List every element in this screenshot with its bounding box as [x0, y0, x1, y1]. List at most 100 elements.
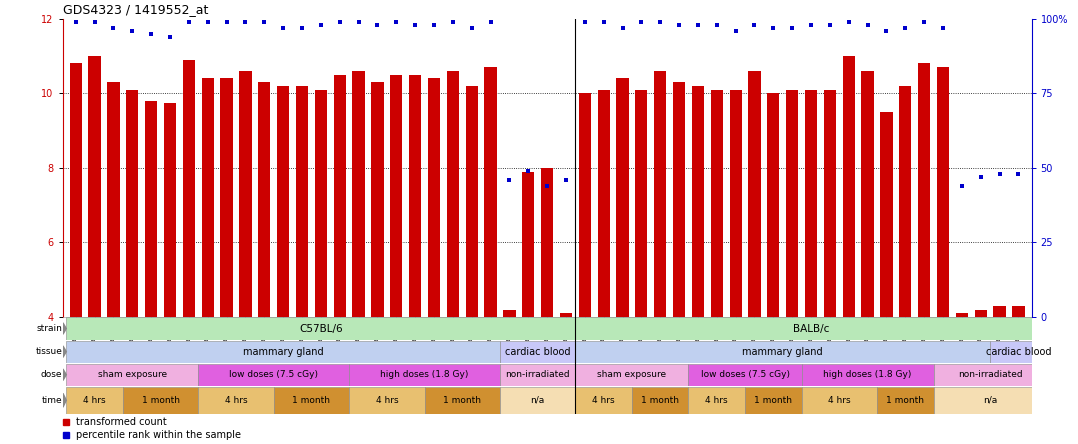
Point [426, 21, 443, 28]
Text: sham exposure: sham exposure [597, 370, 666, 379]
Bar [66, 387, 123, 414]
Bar [522, 171, 535, 317]
Bar [349, 387, 425, 414]
Point [651, 18, 668, 25]
Bar [353, 71, 364, 317]
Point [218, 18, 235, 25]
Text: cardiac blood: cardiac blood [985, 347, 1051, 357]
Point [67, 18, 84, 25]
Point [539, 182, 556, 189]
Text: 1 month: 1 month [641, 396, 679, 405]
Bar [66, 341, 500, 363]
Point [897, 24, 914, 31]
Bar [88, 56, 100, 317]
Text: 4 hrs: 4 hrs [705, 396, 728, 405]
Point [105, 24, 122, 31]
Text: 1 month: 1 month [755, 396, 792, 405]
Polygon shape [63, 369, 66, 381]
Bar [654, 71, 666, 317]
Bar [198, 364, 349, 386]
Bar [500, 364, 576, 386]
Bar [877, 387, 934, 414]
Point [388, 18, 405, 25]
Bar [220, 78, 233, 317]
Text: n/a: n/a [530, 396, 544, 405]
Text: 4 hrs: 4 hrs [828, 396, 851, 405]
Point [613, 24, 631, 31]
Point [331, 18, 348, 25]
Text: non-irradiated: non-irradiated [958, 370, 1022, 379]
Bar [689, 364, 802, 386]
Point [877, 27, 895, 34]
Point [520, 167, 537, 174]
Point [953, 182, 970, 189]
Point [689, 21, 706, 28]
Point [935, 24, 952, 31]
Point [915, 18, 932, 25]
Text: 1 month: 1 month [292, 396, 330, 405]
Text: high doses (1.8 Gy): high doses (1.8 Gy) [824, 370, 912, 379]
Text: 4 hrs: 4 hrs [224, 396, 247, 405]
Point [708, 21, 725, 28]
Point [406, 21, 424, 28]
Text: dose: dose [41, 370, 63, 379]
Bar [198, 387, 274, 414]
Bar [768, 93, 779, 317]
Point [802, 21, 819, 28]
Text: cardiac blood: cardiac blood [505, 347, 570, 357]
Bar [295, 86, 308, 317]
Text: 1 month: 1 month [886, 396, 924, 405]
Bar [576, 341, 991, 363]
Point [1010, 170, 1027, 177]
Bar [934, 364, 1047, 386]
Point [671, 21, 688, 28]
Bar [466, 86, 478, 317]
Point [180, 18, 197, 25]
Polygon shape [63, 393, 66, 407]
Bar [484, 67, 497, 317]
Bar [446, 71, 459, 317]
Bar [881, 112, 893, 317]
Point [840, 18, 857, 25]
Bar [843, 56, 855, 317]
Bar [710, 90, 723, 317]
Bar [66, 317, 576, 340]
Text: percentile rank within the sample: percentile rank within the sample [77, 430, 241, 440]
Point [124, 27, 141, 34]
Bar [576, 387, 632, 414]
Bar [918, 63, 930, 317]
Text: 1 month: 1 month [443, 396, 481, 405]
Bar [70, 63, 82, 317]
Bar [861, 71, 874, 317]
Bar [277, 86, 289, 317]
Bar [576, 364, 689, 386]
Text: time: time [42, 396, 63, 405]
Text: tissue: tissue [36, 347, 63, 356]
Point [727, 27, 744, 34]
Bar [425, 387, 500, 414]
Bar [126, 90, 138, 317]
Bar [258, 82, 271, 317]
Bar [274, 387, 349, 414]
Point [142, 30, 160, 37]
Text: low doses (7.5 cGy): low doses (7.5 cGy) [230, 370, 318, 379]
Bar [748, 71, 761, 317]
Polygon shape [63, 346, 66, 357]
Text: low doses (7.5 cGy): low doses (7.5 cGy) [701, 370, 789, 379]
Bar [164, 103, 176, 317]
Bar [371, 82, 384, 317]
Bar [937, 67, 949, 317]
Point [991, 170, 1008, 177]
Point [293, 24, 310, 31]
Polygon shape [63, 323, 66, 334]
Bar [635, 90, 648, 317]
Bar [991, 341, 1047, 363]
Bar [786, 90, 799, 317]
Text: transformed count: transformed count [77, 417, 167, 427]
Point [369, 21, 386, 28]
Bar [730, 90, 742, 317]
Text: GDS4323 / 1419552_at: GDS4323 / 1419552_at [63, 4, 208, 16]
Text: high doses (1.8 Gy): high doses (1.8 Gy) [381, 370, 469, 379]
Text: sham exposure: sham exposure [98, 370, 167, 379]
Point [86, 18, 103, 25]
